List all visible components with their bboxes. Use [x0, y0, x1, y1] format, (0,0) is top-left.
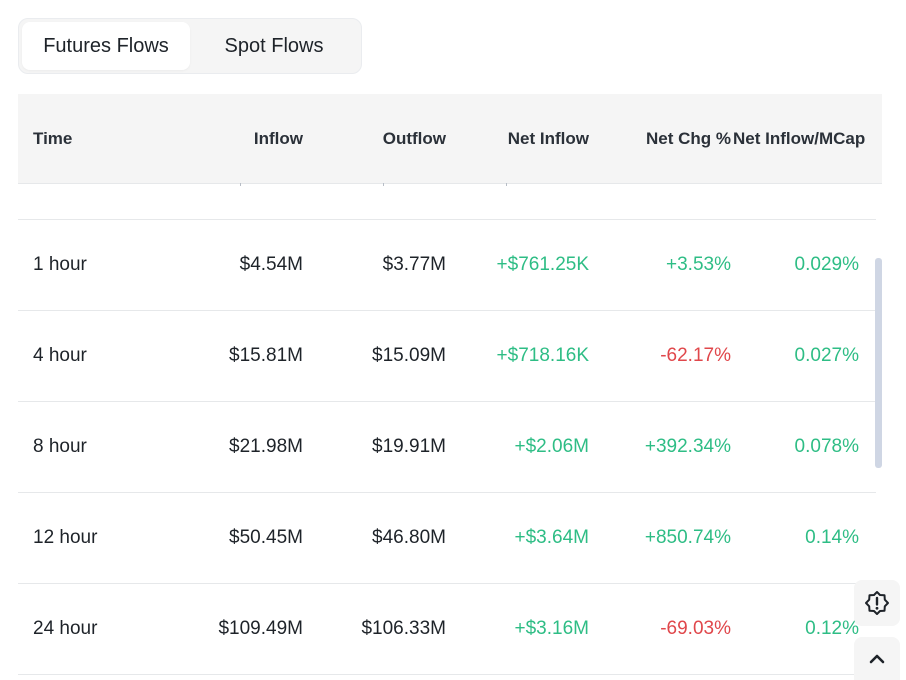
table-row: 8 hour $21.98M $19.91M +$2.06M +392.34% … — [18, 402, 876, 493]
tab-futures-flows[interactable]: Futures Flows — [22, 22, 190, 70]
cell-net-inflow: +$3.16M — [514, 618, 589, 639]
table-row: 12 hour $50.45M $46.80M +$3.64M +850.74%… — [18, 493, 876, 584]
cell-net-inflow: +$3.64M — [514, 527, 589, 548]
cell-outflow: $106.33M — [361, 618, 446, 639]
table-row: 4 hour $15.81M $15.09M +$718.16K -62.17%… — [18, 311, 876, 402]
cell-outflow: $19.91M — [372, 436, 446, 457]
column-header-net-inflow-mcap: Net Inflow/MCap — [733, 128, 866, 148]
cell-time: 1 hour — [33, 254, 87, 275]
table-row: 1 hour $4.54M $3.77M +$761.25K +3.53% 0.… — [18, 220, 876, 311]
back-to-top-button[interactable] — [854, 637, 900, 680]
cell-net-chg: -62.17% — [660, 345, 731, 366]
cell-inflow: $109.49M — [218, 618, 303, 639]
cell-inflow: $50.45M — [229, 527, 303, 548]
cell-net-inflow-mcap: 0.12% — [805, 618, 859, 639]
cell-time: 24 hour — [33, 618, 98, 639]
cell-net-inflow: +$761.25K — [496, 254, 589, 275]
cell-net-chg: +850.74% — [644, 527, 731, 548]
cell-inflow: $21.98M — [229, 436, 303, 457]
cell-outflow: $3.77M — [382, 254, 446, 275]
cell-net-chg: -69.03% — [660, 618, 731, 639]
table-body: 1 hour $4.54M $3.77M +$761.25K +3.53% 0.… — [18, 183, 876, 675]
cell-net-chg: +392.34% — [644, 436, 731, 457]
cell-inflow: $15.81M — [229, 345, 303, 366]
column-header-net-chg: Net Chg % — [646, 128, 731, 148]
chevron-up-icon — [869, 654, 885, 663]
cell-inflow: $4.54M — [239, 254, 303, 275]
cell-time: 4 hour — [33, 345, 87, 366]
cell-net-inflow-mcap: 0.14% — [805, 527, 859, 548]
cell-time: 8 hour — [33, 436, 87, 457]
feedback-alert-icon — [865, 591, 889, 615]
cell-net-chg: +3.53% — [666, 254, 731, 275]
feedback-button[interactable] — [854, 580, 900, 626]
column-header-net-inflow: Net Inflow — [507, 128, 589, 148]
column-header-outflow: Outflow — [382, 128, 446, 148]
scrolled-row-remnant — [18, 183, 876, 220]
table-scrollbar[interactable] — [875, 258, 882, 468]
tab-spot-flows[interactable]: Spot Flows — [224, 34, 324, 57]
cell-net-inflow: +$718.16K — [496, 345, 589, 366]
table-header: Time Inflow Outflow Net Inflow Net Chg %… — [18, 94, 882, 184]
cell-time: 12 hour — [33, 527, 98, 548]
column-header-time: Time — [33, 128, 73, 148]
cell-net-inflow-mcap: 0.078% — [794, 436, 859, 457]
cell-net-inflow-mcap: 0.027% — [794, 345, 859, 366]
table-row: 24 hour $109.49M $106.33M +$3.16M -69.03… — [18, 584, 876, 675]
cell-net-inflow-mcap: 0.029% — [794, 254, 859, 275]
cell-outflow: $15.09M — [372, 345, 446, 366]
cell-outflow: $46.80M — [372, 527, 446, 548]
flows-tab-group: Futures Flows Spot Flows — [18, 18, 362, 74]
column-header-inflow: Inflow — [253, 128, 303, 148]
cell-net-inflow: +$2.06M — [514, 436, 589, 457]
